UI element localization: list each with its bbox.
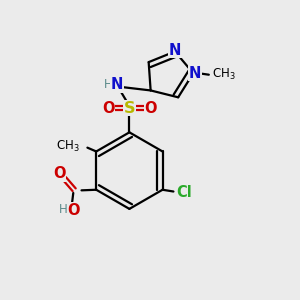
Text: H: H — [103, 78, 112, 91]
Text: O: O — [102, 101, 114, 116]
Text: O: O — [53, 166, 66, 181]
Text: CH$_3$: CH$_3$ — [56, 139, 80, 154]
Text: N: N — [169, 43, 181, 58]
Text: N: N — [110, 77, 123, 92]
Text: Cl: Cl — [177, 184, 193, 200]
Text: O: O — [144, 101, 157, 116]
Text: S: S — [124, 101, 135, 116]
Text: H: H — [59, 203, 68, 216]
Text: O: O — [67, 203, 80, 218]
Text: N: N — [188, 66, 201, 81]
Text: CH$_3$: CH$_3$ — [212, 67, 236, 82]
